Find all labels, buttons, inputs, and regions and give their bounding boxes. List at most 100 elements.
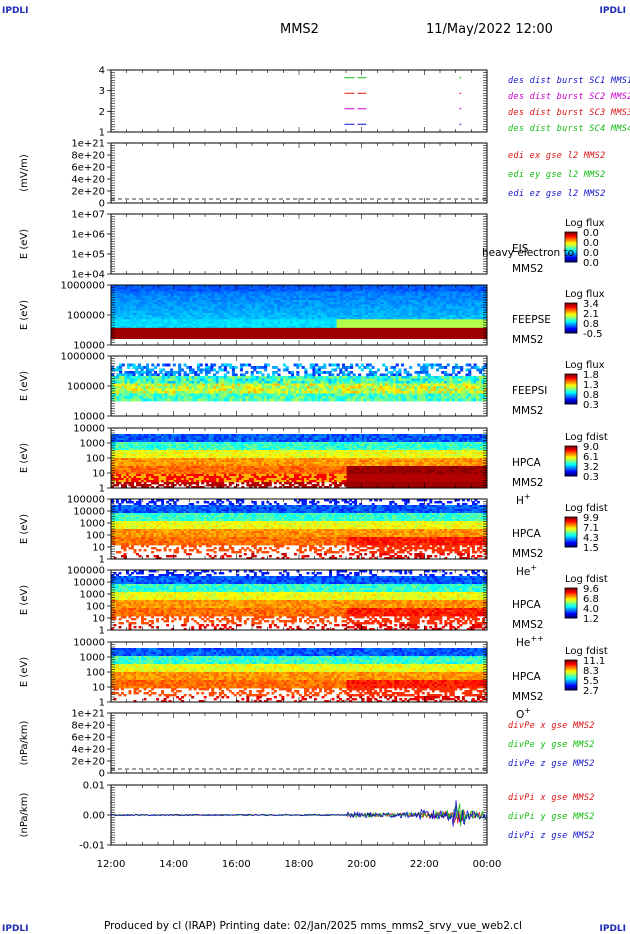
eis-panel-colorbar-step (565, 254, 577, 257)
hpca_h-panel-tick-label: 100 (86, 454, 105, 465)
hpca_he-panel-colorbar-step (565, 539, 577, 542)
eis-panel-colorbar-step (565, 252, 577, 254)
hpca_he-panel-colorbar-step (565, 542, 577, 544)
hpca_h-panel-colorbar-step (565, 453, 577, 456)
hpca_h-panel-tick-label: 10000 (73, 424, 105, 435)
feepse-panel-colorbar-step (565, 311, 577, 314)
feepsi-panel-colorbar-step (565, 380, 577, 382)
hpca_he-panel-colorbar-step (565, 543, 577, 545)
hpca_he-panel-tick-label: 100 (86, 531, 105, 542)
eis-panel-colorbar-step (565, 237, 577, 239)
eis-panel-tick-label: 1e+05 (71, 250, 105, 261)
burst-panel-tick-label: 2 (99, 107, 105, 118)
hpca_hepp-panel-colorbar-step (565, 605, 577, 608)
hpca_hepp-panel-tick-label: 10 (92, 614, 105, 625)
hpca_o-panel-spacecraft-label: MMS2 (512, 691, 543, 703)
feepse-panel-colorbar-value: -0.5 (583, 329, 603, 340)
hpca_o-panel-tick-label: 1 (99, 698, 105, 709)
hpca_o-panel-colorbar-step (565, 667, 577, 670)
hpca_hepp-panel-colorbar-step (565, 608, 577, 610)
hpca_o-panel-colorbar-step (565, 662, 577, 665)
hpca_o-panel-colorbar-step (565, 661, 577, 663)
hpca_he-panel-colorbar-step (565, 535, 577, 538)
eis-panel-instrument-label: EIS (512, 243, 529, 255)
hpca_he-panel-colorbar-step (565, 520, 577, 523)
hpca_he-panel-colorbar-step (565, 537, 577, 539)
hpca_o-panel-heatmap (111, 648, 488, 703)
feepsi-panel-colorbar-step (565, 394, 577, 396)
hpca_o-panel-colorbar-step (565, 681, 577, 683)
eis-panel-colorbar-step (565, 253, 577, 255)
eis-panel-frame (110, 213, 488, 275)
hpca_h-panel-colorbar-step (565, 473, 577, 476)
feepse-panel-colorbar-step (565, 325, 577, 328)
hpca_h-panel-colorbar-step (565, 452, 577, 454)
hpca_hepp-panel-colorbar-step (565, 591, 577, 594)
feepsi-panel-colorbar-step (565, 397, 577, 400)
corner-label-bottom-left: IPDLI (2, 924, 29, 934)
feepse-panel-colorbar-step (565, 304, 577, 306)
hpca_o-panel-colorbar-step (565, 673, 577, 676)
feepsi-panel-colorbar-value: 1.3 (583, 380, 599, 391)
feepse-panel-heatmap (111, 285, 488, 339)
edi-panel-frame (110, 142, 488, 204)
hpca_hepp-panel-tick-label: 10000 (73, 578, 105, 589)
eis-panel-colorbar-step (565, 240, 577, 243)
eis-panel-tick-label: 1e+06 (71, 230, 105, 241)
hpca_o-panel-colorbar-step (565, 663, 577, 666)
feepse-panel-colorbar-step (565, 303, 577, 305)
edi-panel-axis-label: (mV/m) (19, 154, 30, 192)
hpca_he-panel-tick-label: 100000 (67, 495, 105, 506)
hpca_hepp-panel-colorbar-step (565, 596, 577, 599)
hpca_h-panel-axis-label: E (eV) (19, 443, 30, 473)
hpca_hepp-panel-tick-label: 1000 (80, 590, 105, 601)
eis-panel-colorbar-step (565, 259, 577, 262)
hpca_h-panel-colorbar-value: 3.2 (583, 462, 599, 473)
hpca_h-panel-colorbar-value: 6.1 (583, 452, 599, 463)
eis-panel-tick-label: 1e+04 (71, 270, 105, 281)
eis-panel-colorbar-step (565, 235, 577, 238)
divpi-panel-tick-label: 0.01 (83, 781, 105, 792)
eis-panel-colorbar-frame (564, 231, 578, 263)
feepse-panel-colorbar-step (565, 328, 577, 330)
hpca_h-panel-colorbar-step (565, 447, 577, 449)
x-axis-tick-label: 22:00 (410, 859, 439, 870)
x-axis-tick-label: 12:00 (97, 859, 126, 870)
hpca_o-panel-colorbar-step (565, 668, 577, 671)
eis-panel-colorbar-value: 0.0 (583, 258, 599, 269)
divpe-panel-tick-label: 1e+21 (71, 709, 105, 720)
feepsi-panel-tick-label: 1000000 (60, 352, 105, 363)
hpca_hepp-panel-colorbar-step (565, 603, 577, 605)
edi-panel-legend-entry: edi ex gse l2 MMS2 (508, 151, 606, 161)
hpca_hepp-panel-colorbar-step (565, 588, 577, 590)
edi-panel-legend-entry: edi ey gse l2 MMS2 (508, 170, 606, 180)
feepsi-panel-colorbar-step (565, 374, 577, 376)
footer-credit: Produced by cl (IRAP) Printing date: 02/… (104, 920, 522, 932)
hpca_o-panel-colorbar-step (565, 671, 577, 673)
hpca_he-panel-colorbar-step (565, 533, 577, 535)
x-axis-tick-label: 16:00 (222, 859, 251, 870)
feepse-panel-spacecraft-label: MMS2 (512, 334, 543, 346)
feepsi-panel-colorbar-step (565, 382, 577, 385)
hpca_he-panel-species-charge: + (530, 563, 537, 572)
burst-panel-legend-entry: des dist burst SC2 MMS2 (508, 92, 630, 102)
hpca_he-panel-colorbar-step (565, 519, 577, 522)
feepse-panel-instrument-label: FEEPSE (512, 314, 551, 326)
feepsi-panel-colorbar-step (565, 396, 577, 399)
hpca_h-panel-colorbar-step (565, 467, 577, 469)
feepse-panel-tick-label: 1000000 (60, 281, 105, 292)
hpca_o-panel-colorbar-step (565, 682, 577, 685)
feepse-panel-axis-label: E (eV) (19, 300, 30, 330)
hpca_o-panel-colorbar-value: 5.5 (583, 676, 599, 687)
hpca_he-panel-colorbar-value: 1.5 (583, 543, 599, 554)
hpca_hepp-panel-colorbar-step (565, 593, 577, 595)
feepse-panel-colorbar-step (565, 306, 577, 309)
corner-label-top-left: IPDLI (2, 6, 29, 16)
feepse-panel-colorbar-step (565, 320, 577, 323)
hpca_o-panel-colorbar-step (565, 683, 577, 686)
divpe-panel-tick-label: 4e+20 (71, 745, 105, 756)
hpca_o-panel-colorbar-step (565, 670, 577, 672)
hpca_h-panel-colorbar-step (565, 469, 577, 472)
hpca_h-panel-colorbar-step (565, 462, 577, 464)
